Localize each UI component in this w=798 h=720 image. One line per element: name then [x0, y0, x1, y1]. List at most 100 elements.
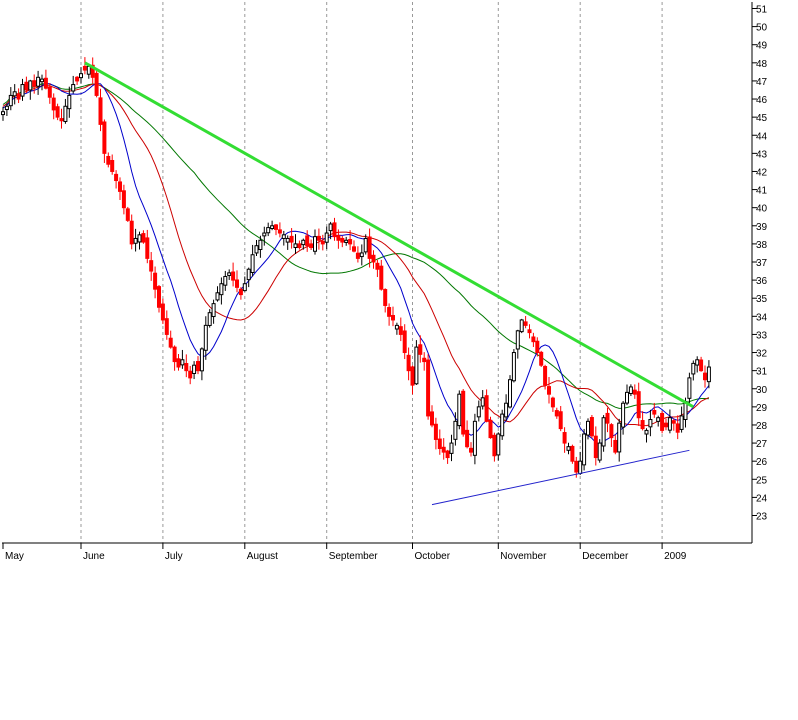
candle	[617, 418, 622, 462]
candle	[418, 335, 423, 363]
candle-body	[547, 386, 551, 395]
candle-body	[160, 303, 165, 321]
candle-body	[32, 80, 37, 87]
candle	[141, 230, 146, 244]
candle-body	[43, 77, 48, 89]
candle-body	[67, 94, 72, 110]
candle-body	[519, 319, 524, 333]
candle	[703, 365, 707, 388]
candle-body	[504, 402, 509, 418]
candle-body	[703, 372, 707, 381]
candle	[67, 86, 72, 118]
candle	[687, 372, 692, 404]
candle	[660, 410, 665, 434]
ma-short-line	[2, 82, 710, 445]
candle-body	[51, 97, 56, 111]
candle-body	[523, 321, 528, 326]
candle-body	[63, 105, 68, 122]
x-tick-label: December	[582, 551, 629, 562]
candle-body	[266, 227, 271, 234]
candle	[196, 356, 200, 375]
y-tick-label: 27	[756, 439, 768, 450]
candle-body	[285, 237, 290, 243]
candle	[266, 222, 271, 237]
candle	[258, 235, 263, 258]
candle	[671, 418, 676, 431]
candle-body	[250, 254, 255, 274]
candle-body	[293, 243, 298, 249]
candle	[227, 269, 232, 280]
y-tick-label: 25	[756, 475, 768, 486]
candle-body	[597, 442, 602, 461]
candle-body	[176, 358, 181, 368]
candle-body	[4, 105, 9, 111]
y-tick-label: 47	[756, 77, 768, 88]
candle	[570, 444, 575, 464]
candle-body	[593, 435, 598, 459]
candle-body	[441, 446, 446, 453]
candle-body	[636, 391, 641, 419]
candle	[320, 234, 325, 251]
candle-body	[137, 234, 142, 243]
candle	[102, 119, 107, 163]
candle-body	[359, 252, 364, 258]
candle	[328, 221, 333, 240]
candle-body	[20, 84, 25, 97]
candle-body	[398, 326, 403, 335]
candle	[426, 354, 431, 420]
candle	[465, 420, 470, 449]
candle	[566, 442, 571, 455]
candle	[43, 69, 48, 90]
candle	[274, 223, 278, 236]
y-tick-label: 34	[756, 312, 768, 323]
candle-body	[114, 173, 119, 182]
candle-body	[632, 389, 637, 395]
candle-body	[188, 370, 193, 379]
candle-body	[301, 239, 306, 246]
candle	[699, 356, 704, 372]
candle-body	[215, 292, 220, 301]
candle	[359, 244, 364, 266]
y-tick-label: 37	[756, 258, 768, 269]
candle	[527, 324, 532, 339]
candle	[554, 407, 559, 419]
candle	[8, 87, 13, 111]
candle-body	[355, 252, 360, 259]
candle	[36, 70, 41, 95]
candle-body	[387, 307, 392, 317]
candle	[457, 390, 462, 430]
candle-body	[496, 433, 501, 456]
candle-body	[277, 229, 282, 234]
candle-body	[313, 236, 317, 252]
candle	[363, 234, 368, 255]
candle	[188, 365, 193, 385]
candle	[367, 228, 372, 268]
candle-body	[47, 86, 52, 98]
candle	[625, 384, 629, 406]
candle-body	[695, 359, 700, 366]
candle-body	[465, 429, 470, 448]
candle-body	[574, 460, 579, 473]
candle	[289, 228, 294, 249]
candle-body	[71, 84, 76, 92]
candle-body	[118, 181, 122, 192]
candle-body	[480, 397, 485, 407]
candle	[180, 349, 185, 369]
y-tick-label: 24	[756, 493, 768, 504]
candle	[250, 244, 255, 277]
candle-body	[433, 423, 438, 440]
candle-body	[566, 446, 571, 451]
candle-body	[671, 420, 676, 424]
candle	[199, 347, 204, 381]
y-tick-label: 39	[756, 222, 768, 233]
candle	[480, 390, 485, 410]
candle	[223, 270, 228, 291]
candle-body	[231, 271, 236, 281]
candle	[476, 400, 481, 422]
candle	[348, 230, 353, 251]
candle-body	[562, 432, 567, 444]
candle	[648, 409, 653, 437]
candle	[324, 226, 329, 250]
candle-body	[391, 315, 395, 321]
